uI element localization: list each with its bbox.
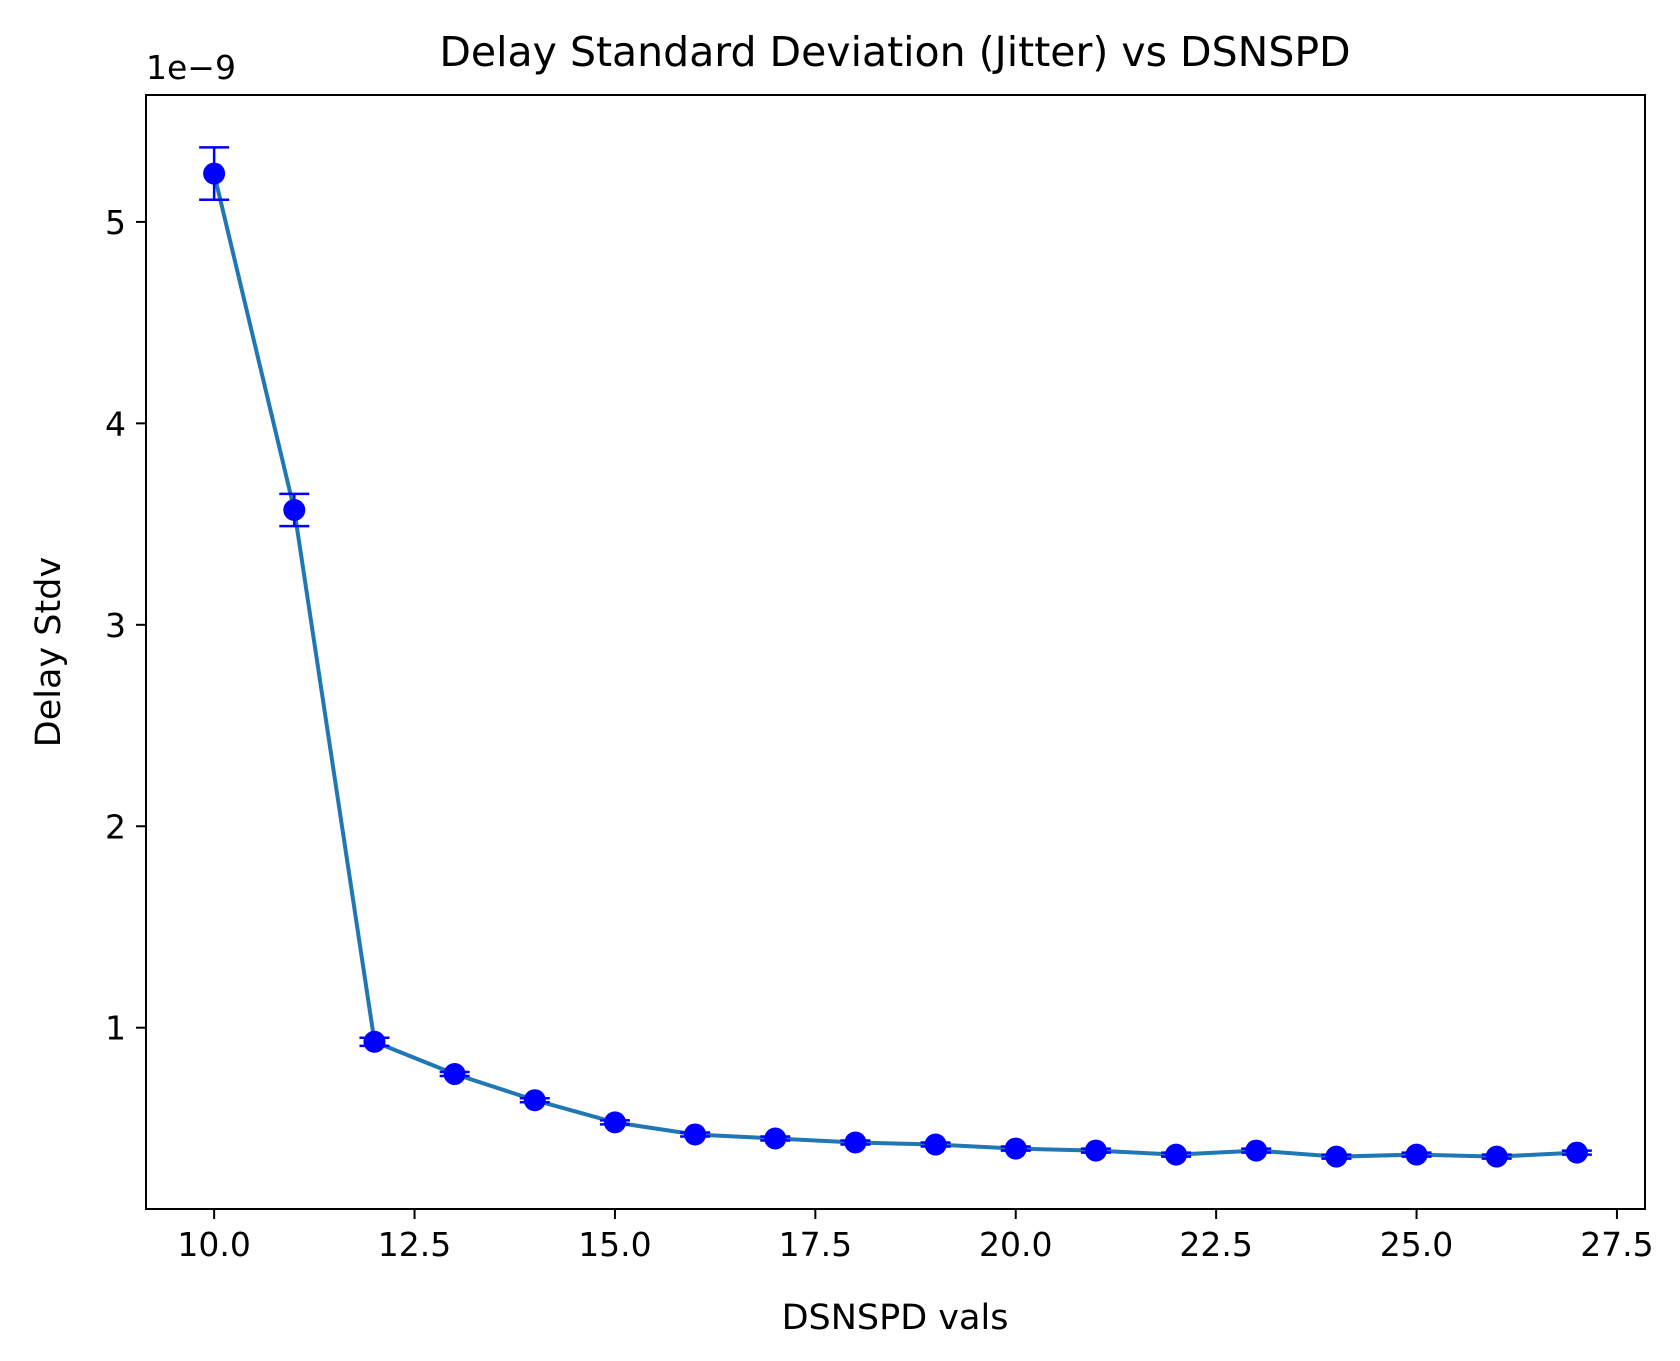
data-point <box>283 498 306 521</box>
data-point <box>363 1030 386 1053</box>
series-layer <box>199 146 1592 1168</box>
data-point <box>1245 1139 1268 1162</box>
x-tick-label: 10.0 <box>177 1225 250 1264</box>
y-axis-label: Delay Stdv <box>29 557 69 747</box>
plot-area-frame <box>145 94 1646 1210</box>
data-point <box>684 1123 707 1146</box>
x-tick-label: 20.0 <box>979 1225 1052 1264</box>
series-line <box>212 173 1577 1159</box>
x-axis-label: DSNSPD vals <box>782 1298 1009 1338</box>
y-offset-label: 1e−9 <box>146 48 236 87</box>
data-point <box>764 1127 787 1150</box>
data-point <box>1485 1145 1508 1168</box>
x-tick-label: 17.5 <box>779 1225 852 1264</box>
data-point <box>1084 1139 1107 1162</box>
chart-title: Delay Standard Deviation (Jitter) vs DSN… <box>439 28 1350 76</box>
data-point <box>1165 1143 1188 1166</box>
data-point <box>203 162 226 185</box>
data-point <box>603 1111 626 1134</box>
y-tick-label: 3 <box>105 606 126 645</box>
y-tick-label: 1 <box>105 1009 126 1048</box>
y-tick-label: 2 <box>105 807 126 846</box>
data-point <box>1325 1145 1348 1168</box>
data-point <box>1004 1137 1027 1160</box>
x-tick-label: 25.0 <box>1380 1225 1453 1264</box>
x-tick-label: 27.5 <box>1580 1225 1653 1264</box>
data-point <box>1405 1143 1428 1166</box>
x-tick-label: 15.0 <box>578 1225 651 1264</box>
data-point <box>523 1089 546 1112</box>
y-tick-label: 4 <box>105 404 126 443</box>
x-tick-label: 22.5 <box>1179 1225 1252 1264</box>
data-point <box>443 1063 466 1086</box>
data-point <box>924 1133 947 1156</box>
y-tick-label: 5 <box>105 203 126 242</box>
data-point <box>1565 1141 1588 1164</box>
x-axis: 10.0 12.5 15.0 17.5 20.0 22.5 25.0 27.5 <box>177 1209 1654 1264</box>
x-tick-label: 12.5 <box>378 1225 451 1264</box>
data-point <box>844 1131 867 1154</box>
y-axis: 1 2 3 4 5 <box>105 203 146 1048</box>
